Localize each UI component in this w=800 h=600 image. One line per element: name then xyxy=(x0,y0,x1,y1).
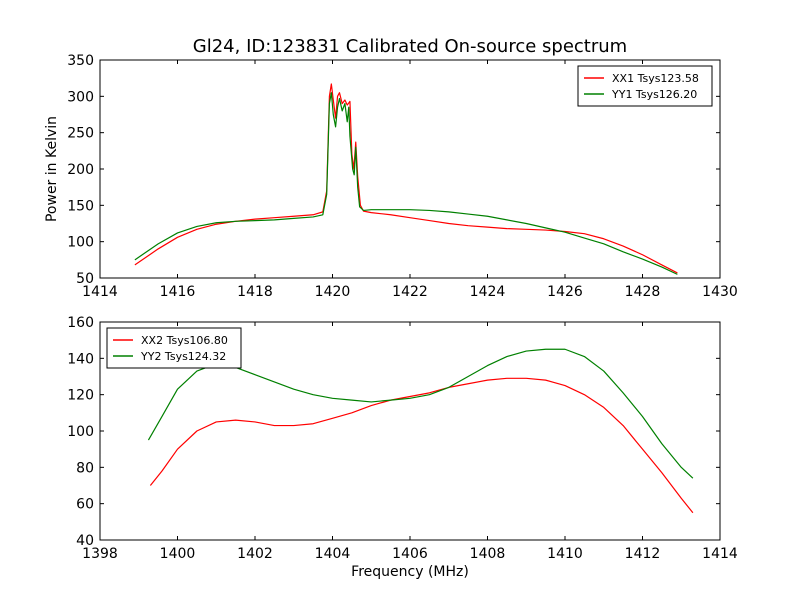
legend-label: YY1 Tsys126.20 xyxy=(611,88,697,101)
x-tick-label: 1414 xyxy=(702,546,738,562)
x-tick-label: 1422 xyxy=(392,284,428,300)
y-tick-label: 200 xyxy=(67,162,94,178)
series-line-1 xyxy=(134,83,678,274)
legend-box xyxy=(106,327,242,369)
bottom-x-axis-label: Frequency (MHz) xyxy=(351,564,469,580)
legend-label: XX2 Tsys106.80 xyxy=(141,334,228,347)
x-tick-label: 1410 xyxy=(547,546,583,562)
legend-box xyxy=(577,65,713,107)
top-panel: 1414 1416 1418 1420 1422 1424 1426 1428 1430 50 10… xyxy=(44,53,738,300)
y-tick-label: 150 xyxy=(67,198,94,214)
legend-label: YY2 Tsys124.32 xyxy=(140,350,226,363)
x-tick-label: 1420 xyxy=(315,284,351,300)
x-tick-label: 1404 xyxy=(315,546,351,562)
x-tick-label: 1400 xyxy=(160,546,196,562)
y-tick-label: 300 xyxy=(67,89,94,105)
y-tick-label: 350 xyxy=(67,53,94,69)
x-tick-label: 1430 xyxy=(702,284,738,300)
x-tick-label: 1424 xyxy=(470,284,506,300)
y-tick-label: 250 xyxy=(67,126,94,142)
x-tick-label: 1414 xyxy=(82,284,118,300)
x-tick-label: 1426 xyxy=(547,284,583,300)
x-tick-label: 1406 xyxy=(392,546,428,562)
x-tick-label: 1412 xyxy=(625,546,661,562)
y-tick-label: 40 xyxy=(76,533,94,549)
top-plot-area: 1414 1416 1418 1420 1422 1424 1426 1428 1430 50 10… xyxy=(67,53,738,300)
y-tick-label: 120 xyxy=(67,388,94,404)
y-tick-label: 100 xyxy=(67,235,94,251)
series-line-1 xyxy=(149,377,694,514)
x-tick-label: 1428 xyxy=(625,284,661,300)
x-tick-label: 1408 xyxy=(470,546,506,562)
y-tick-label: 100 xyxy=(67,424,94,440)
x-tick-label: 1418 xyxy=(237,284,273,300)
y-tick-label: 60 xyxy=(76,497,94,513)
y-tick-label: 50 xyxy=(76,271,94,287)
bottom-panel: 1398 1400 1402 1404 1406 1408 1410 1412 1414 40 60… xyxy=(67,315,738,580)
series-line-2 xyxy=(134,92,678,275)
figure-title: Gl24, ID:123831 Calibrated On-source spe… xyxy=(193,36,627,57)
top-y-axis-label: Power in Kelvin xyxy=(44,116,60,222)
x-tick-label: 1416 xyxy=(160,284,196,300)
y-tick-label: 140 xyxy=(67,351,94,367)
y-tick-label: 80 xyxy=(76,460,94,476)
legend-label: XX1 Tsys123.58 xyxy=(612,72,699,85)
bottom-plot-area: 1398 1400 1402 1404 1406 1408 1410 1412 1414 40 60… xyxy=(67,315,738,562)
x-tick-label: 1402 xyxy=(237,546,273,562)
y-tick-label: 160 xyxy=(67,315,94,331)
legend: XX2 Tsys106.80 YY2 Tsys124.32 xyxy=(106,327,242,369)
legend: XX1 Tsys123.58 YY1 Tsys126.20 xyxy=(577,65,713,107)
x-tick-label: 1398 xyxy=(82,546,118,562)
